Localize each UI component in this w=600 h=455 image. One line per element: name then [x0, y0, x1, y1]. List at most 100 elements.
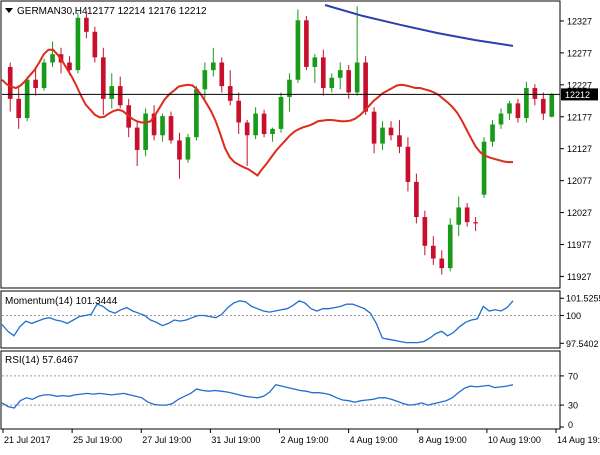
candle: [490, 119, 495, 147]
candle: [320, 49, 326, 96]
candle: [439, 250, 445, 275]
candle-body: [388, 127, 394, 136]
collapse-triangle-icon[interactable]: [5, 8, 13, 13]
candle: [270, 127, 275, 142]
candle: [160, 113, 165, 142]
rsi-label: RSI(14) 57.6467: [5, 355, 79, 366]
time-axis-label: 8 Aug 19:00: [419, 435, 467, 445]
candle: [210, 47, 216, 77]
rsi-axis-label: 30: [568, 401, 578, 411]
candle-body: [515, 103, 521, 119]
candle: [92, 26, 98, 63]
momentum-layer: 101.5255 100 97.5402: [1, 294, 600, 349]
candle-body: [287, 79, 292, 97]
candle-body: [168, 116, 174, 141]
candle-body: [236, 100, 242, 123]
candle: [304, 15, 309, 71]
candle-body: [253, 113, 258, 136]
candle-body: [16, 98, 22, 119]
moving-average-slow-line: [324, 4, 514, 47]
time-axis-label: 27 Jul 19:00: [142, 435, 191, 445]
candle-body: [354, 62, 360, 93]
candle: [41, 58, 47, 91]
momentum-panel-frame: [0, 290, 561, 349]
time-axis-label: 14 Aug 19:00: [557, 435, 600, 445]
price-axis-label: 11977: [567, 240, 591, 250]
candle-body: [397, 135, 402, 147]
candle-body: [532, 88, 538, 99]
candle: [227, 70, 233, 106]
price-axis-label: 12127: [567, 144, 592, 154]
candle-body: [160, 116, 165, 136]
momentum-axis-label: 101.5255: [566, 294, 600, 304]
candle-body: [464, 207, 470, 223]
candle: [329, 73, 335, 93]
candle: [16, 86, 22, 129]
candle: [295, 9, 301, 83]
rsi-axis-label: 70: [568, 371, 578, 381]
candle-body: [380, 127, 385, 144]
candle: [447, 218, 453, 272]
price-axis-label: 12327: [567, 16, 592, 26]
candle-body: [312, 57, 318, 67]
candle-body: [405, 146, 411, 182]
current-price-label: 12212: [565, 90, 590, 100]
candle-body: [507, 103, 512, 114]
candle: [278, 92, 284, 133]
candle-body: [456, 207, 462, 225]
candle: [194, 86, 199, 141]
candle: [549, 93, 555, 118]
candle: [134, 121, 140, 166]
candle-body: [227, 86, 233, 101]
candle: [540, 92, 546, 120]
momentum-axis-label: 97.5402: [566, 339, 599, 349]
candle: [430, 236, 436, 265]
price-layer: 12327 12277 12227 12177 12127 12077 12027 11977…: [1, 4, 598, 282]
candle: [287, 73, 292, 112]
candle: [524, 81, 529, 123]
rsi-layer: 70 30 0: [1, 371, 578, 430]
price-axis-label: 12177: [567, 112, 592, 122]
candle: [346, 65, 352, 99]
candle: [24, 76, 30, 122]
candle-body: [540, 98, 546, 114]
candle: [312, 54, 318, 83]
time-axis-label: 4 Aug 19:00: [350, 435, 398, 445]
candle-body: [151, 113, 157, 136]
candle-body: [143, 113, 148, 150]
candle-body: [304, 20, 309, 67]
chart-header: GERMAN30,H4 12177 12214 12176 12212: [5, 6, 207, 17]
candle-body: [473, 222, 478, 224]
candle: [109, 73, 115, 109]
candle-body: [329, 77, 335, 89]
candle-body: [194, 89, 199, 138]
candle-body: [100, 57, 106, 99]
chart-ohlc: 12177 12214 12176 12212: [87, 6, 207, 17]
candle: [50, 41, 55, 67]
momentum-line: [1, 300, 514, 344]
momentum-axis-label: 100: [566, 311, 581, 321]
candle: [151, 105, 157, 141]
candle: [498, 108, 504, 129]
candle-body: [278, 96, 284, 129]
candle: [244, 119, 250, 166]
candle: [473, 217, 478, 232]
candle-body: [320, 57, 326, 89]
candle: [168, 111, 174, 144]
candle: [405, 137, 411, 192]
candle: [75, 12, 81, 74]
time-axis-label: 21 Jul 2017: [4, 435, 51, 445]
candle: [100, 47, 106, 115]
candle: [33, 66, 38, 96]
time-axis-label: 2 Aug 19:00: [281, 435, 329, 445]
candle: [219, 57, 225, 93]
price-panel-frame: [0, 0, 561, 289]
candle-body: [109, 86, 115, 99]
candle-body: [414, 181, 419, 218]
candle-body: [549, 94, 555, 117]
candle: [354, 6, 360, 96]
candle: [337, 62, 343, 90]
current-price-badge: [561, 88, 598, 101]
candle-body: [337, 70, 343, 78]
